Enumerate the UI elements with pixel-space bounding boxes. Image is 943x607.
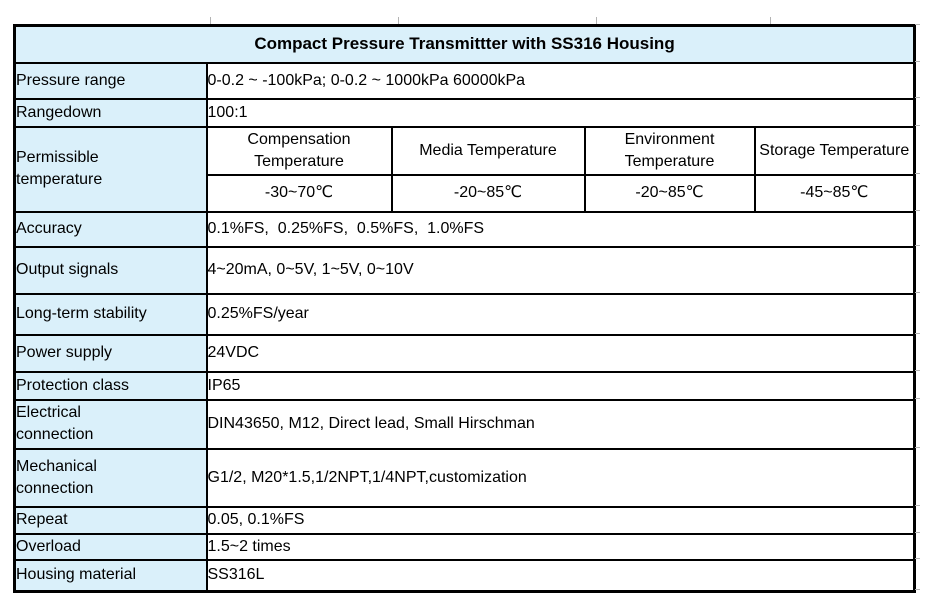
temp-header-media: Media Temperature — [390, 125, 586, 176]
row-label-accuracy: Accuracy — [13, 210, 208, 248]
table-row: Output signals 4~20mA, 0~5V, 1~5V, 0~10V — [13, 245, 916, 295]
table-row: Protection class IP65 — [13, 370, 916, 401]
spec-table: Compact Pressure Transmittter with SS316… — [13, 24, 917, 593]
table-row: Repeat 0.05, 0.1%FS — [13, 505, 916, 535]
gridline-tick — [915, 447, 920, 448]
row-label-protection-class: Protection class — [13, 370, 208, 401]
row-value-power-supply: 24VDC — [205, 333, 916, 373]
row-value-accuracy: 0.1%FS, 0.25%FS, 0.5%FS, 1.0%FS — [205, 210, 916, 248]
table-title: Compact Pressure Transmittter with SS316… — [13, 24, 916, 64]
gridline-tick — [915, 61, 920, 62]
table-row: Pressure range 0-0.2 ~ -100kPa; 0-0.2 ~ … — [13, 61, 916, 100]
row-value-long-term-stability: 0.25%FS/year — [205, 292, 916, 336]
gridline-tick — [398, 17, 399, 24]
table-row: Rangedown 100:1 — [13, 97, 916, 128]
gridline-tick — [915, 398, 920, 399]
row-label-repeat: Repeat — [13, 505, 208, 535]
row-value-rangedown: 100:1 — [205, 97, 916, 128]
row-label-housing-material: Housing material — [13, 558, 208, 593]
temp-value-compensation: -30~70℃ — [205, 173, 393, 213]
table-row: Housing material SS316L — [13, 558, 916, 593]
row-label-pressure-range: Pressure range — [13, 61, 208, 100]
gridline-tick — [915, 333, 920, 334]
row-label-permissible-temperature: Permissible temperature — [13, 125, 208, 213]
gridline-tick — [915, 210, 920, 211]
temp-value-environment: -20~85℃ — [583, 173, 756, 213]
row-value-pressure-range: 0-0.2 ~ -100kPa; 0-0.2 ~ 1000kPa 60000kP… — [205, 61, 916, 100]
row-value-protection-class: IP65 — [205, 370, 916, 401]
table-row: Overload 1.5~2 times — [13, 532, 916, 561]
temp-value-media: -20~85℃ — [390, 173, 586, 213]
gridline-tick — [915, 370, 920, 371]
gridline-tick — [915, 589, 920, 590]
table-row: Electrical connection DIN43650, M12, Dir… — [13, 398, 916, 450]
table-row: Accuracy 0.1%FS, 0.25%FS, 0.5%FS, 1.0%FS — [13, 210, 916, 248]
gridline-tick — [915, 505, 920, 506]
row-label-output-signals: Output signals — [13, 245, 208, 295]
temp-header-compensation: Compensation Temperature — [205, 125, 393, 176]
row-value-overload: 1.5~2 times — [205, 532, 916, 561]
gridline-tick — [915, 24, 920, 25]
table-row: Power supply 24VDC — [13, 333, 916, 373]
row-value-electrical-connection: DIN43650, M12, Direct lead, Small Hirsch… — [205, 398, 916, 450]
row-label-power-supply: Power supply — [13, 333, 208, 373]
gridline-tick — [915, 245, 920, 246]
gridline-tick — [770, 17, 771, 24]
row-label-electrical-connection: Electrical connection — [13, 398, 208, 450]
row-value-mechanical-connection: G1/2, M20*1.5,1/2NPT,1/4NPT,customizatio… — [205, 447, 916, 508]
temp-header-storage: Storage Temperature — [753, 125, 916, 176]
row-label-mechanical-connection: Mechanical connection — [13, 447, 208, 508]
table-row: Long-term stability 0.25%FS/year — [13, 292, 916, 336]
title-row: Compact Pressure Transmittter with SS316… — [13, 24, 916, 64]
gridline-tick — [596, 17, 597, 24]
table-row: Mechanical connection G1/2, M20*1.5,1/2N… — [13, 447, 916, 508]
row-label-rangedown: Rangedown — [13, 97, 208, 128]
gridline-tick — [915, 292, 920, 293]
row-value-repeat: 0.05, 0.1%FS — [205, 505, 916, 535]
row-value-housing-material: SS316L — [205, 558, 916, 593]
gridline-tick — [915, 173, 920, 174]
row-label-overload: Overload — [13, 532, 208, 561]
gridline-tick — [915, 97, 920, 98]
gridline-tick — [915, 532, 920, 533]
temperature-value-row: -30~70℃ -20~85℃ -20~85℃ -45~85℃ — [15, 173, 916, 213]
row-value-output-signals: 4~20mA, 0~5V, 1~5V, 0~10V — [205, 245, 916, 295]
gridline-tick — [915, 558, 920, 559]
temp-value-storage: -45~85℃ — [753, 173, 916, 213]
temperature-header-row: Permissible temperature Compensation Tem… — [13, 125, 916, 213]
row-label-long-term-stability: Long-term stability — [13, 292, 208, 336]
temp-header-environment: Environment Temperature — [583, 125, 756, 176]
gridline-tick — [210, 17, 211, 24]
gridline-tick — [915, 125, 920, 126]
